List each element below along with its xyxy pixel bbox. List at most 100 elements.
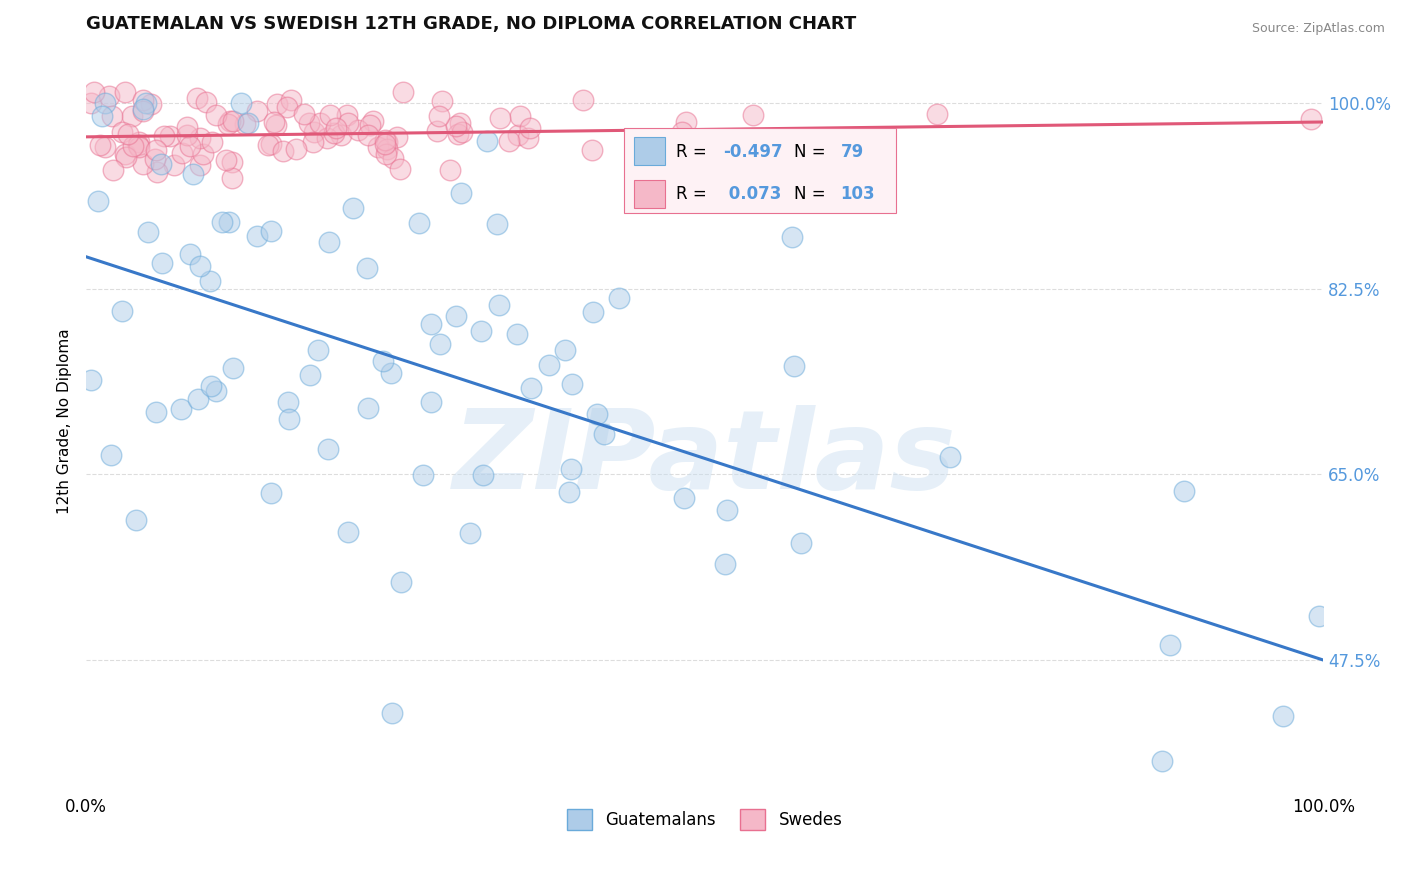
Text: R =: R = bbox=[676, 143, 713, 161]
Point bbox=[121, 109, 143, 123]
Point bbox=[560, 462, 582, 476]
Point bbox=[235, 117, 257, 131]
Point bbox=[276, 100, 298, 114]
Point bbox=[221, 155, 243, 169]
Point bbox=[342, 201, 364, 215]
Point bbox=[153, 128, 176, 143]
Point bbox=[195, 95, 218, 109]
Point bbox=[346, 123, 368, 137]
Point bbox=[939, 450, 962, 464]
Point bbox=[361, 114, 384, 128]
Point bbox=[509, 109, 531, 123]
Point bbox=[337, 525, 360, 540]
Point bbox=[388, 161, 411, 176]
Point bbox=[780, 229, 803, 244]
Point bbox=[488, 298, 510, 312]
Point bbox=[101, 109, 124, 123]
Point bbox=[325, 121, 347, 136]
Point bbox=[172, 146, 194, 161]
Point bbox=[336, 116, 359, 130]
Point bbox=[374, 136, 396, 151]
Point bbox=[373, 133, 395, 147]
Point bbox=[356, 261, 378, 276]
Point bbox=[215, 153, 238, 168]
Point bbox=[477, 134, 499, 148]
Point bbox=[859, 140, 882, 154]
Point bbox=[87, 194, 110, 208]
Text: N =: N = bbox=[793, 186, 831, 203]
Point bbox=[1173, 483, 1195, 498]
Point bbox=[200, 378, 222, 392]
Point bbox=[231, 95, 253, 110]
Point bbox=[607, 291, 630, 305]
Point bbox=[389, 574, 412, 589]
Point bbox=[181, 167, 204, 181]
Point bbox=[316, 130, 339, 145]
Text: R =: R = bbox=[676, 186, 713, 203]
Point bbox=[359, 118, 381, 132]
Point bbox=[554, 343, 576, 358]
Point bbox=[357, 401, 380, 415]
Point bbox=[298, 116, 321, 130]
Point bbox=[790, 536, 813, 550]
Point bbox=[318, 235, 340, 250]
Point bbox=[420, 395, 443, 409]
Point bbox=[260, 224, 283, 238]
Point bbox=[246, 103, 269, 118]
Text: Source: ZipAtlas.com: Source: ZipAtlas.com bbox=[1251, 22, 1385, 36]
Point bbox=[128, 140, 150, 154]
Point bbox=[236, 116, 259, 130]
Text: 0.073: 0.073 bbox=[723, 186, 782, 203]
Point bbox=[451, 125, 474, 139]
Point bbox=[218, 113, 240, 128]
Point bbox=[266, 96, 288, 111]
Point bbox=[260, 137, 283, 152]
Point bbox=[98, 88, 121, 103]
Point bbox=[412, 467, 434, 482]
Point bbox=[486, 217, 509, 231]
Point bbox=[387, 129, 409, 144]
Point bbox=[444, 119, 467, 133]
Point bbox=[498, 134, 520, 148]
Point bbox=[139, 97, 162, 112]
Point bbox=[782, 359, 804, 373]
Point bbox=[149, 156, 172, 170]
Point bbox=[94, 140, 117, 154]
Point bbox=[221, 170, 243, 185]
Point bbox=[159, 128, 181, 143]
Point bbox=[145, 144, 167, 158]
Point bbox=[277, 411, 299, 425]
Point bbox=[163, 158, 186, 172]
Text: -0.497: -0.497 bbox=[723, 143, 783, 161]
Point bbox=[132, 104, 155, 119]
Point bbox=[271, 144, 294, 158]
Point bbox=[83, 85, 105, 99]
Point bbox=[176, 128, 198, 142]
Point bbox=[371, 354, 394, 368]
Point bbox=[517, 131, 540, 145]
Text: GUATEMALAN VS SWEDISH 12TH GRADE, NO DIPLOMA CORRELATION CHART: GUATEMALAN VS SWEDISH 12TH GRADE, NO DIP… bbox=[86, 15, 856, 33]
FancyBboxPatch shape bbox=[624, 128, 897, 213]
Point bbox=[143, 153, 166, 167]
Point bbox=[122, 139, 145, 153]
Point bbox=[114, 147, 136, 161]
Point bbox=[132, 93, 155, 107]
Point bbox=[593, 426, 616, 441]
Legend: Guatemalans, Swedes: Guatemalans, Swedes bbox=[560, 803, 849, 837]
Point bbox=[307, 343, 329, 357]
Point bbox=[426, 124, 449, 138]
Point bbox=[264, 118, 287, 132]
Point bbox=[357, 128, 380, 143]
Point bbox=[377, 142, 399, 156]
Point bbox=[429, 336, 451, 351]
Point bbox=[381, 706, 404, 721]
Point bbox=[671, 125, 693, 139]
Point bbox=[716, 503, 738, 517]
Point bbox=[375, 147, 398, 161]
Point bbox=[558, 485, 581, 500]
Text: 79: 79 bbox=[841, 143, 863, 161]
Point bbox=[520, 381, 543, 395]
Point bbox=[100, 449, 122, 463]
Point bbox=[489, 112, 512, 126]
Point bbox=[381, 151, 404, 165]
